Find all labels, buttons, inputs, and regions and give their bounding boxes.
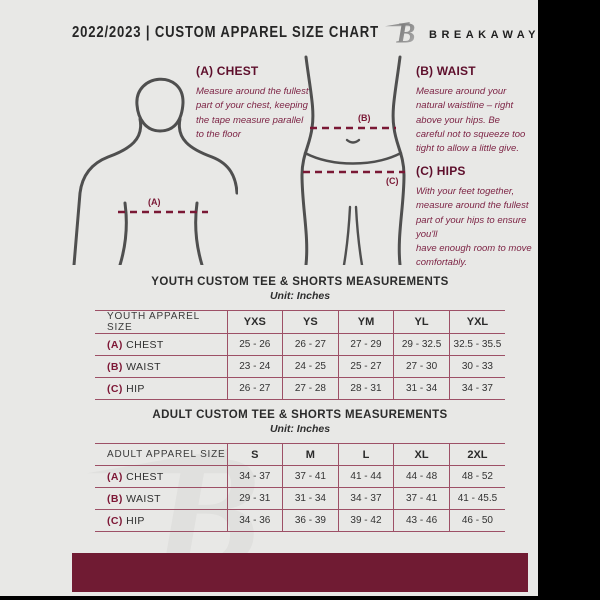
youth-table-title: YOUTH CUSTOM TEE & SHORTS MEASUREMENTS bbox=[151, 276, 449, 288]
value-cell: 26 - 27 bbox=[282, 333, 339, 356]
col-header: XL bbox=[393, 443, 450, 466]
row-key: (B) bbox=[107, 360, 123, 373]
waist-heading: (B) WAIST bbox=[416, 64, 476, 78]
row-key: (C) bbox=[107, 514, 123, 527]
page-title: 2022/2023 | CUSTOM APPAREL SIZE CHART bbox=[72, 24, 379, 41]
svg-text:B: B bbox=[395, 18, 415, 48]
col-header: L bbox=[337, 443, 395, 466]
col-header: YM bbox=[337, 310, 395, 334]
row-name: CHEST bbox=[126, 338, 164, 351]
col-header: M bbox=[282, 443, 339, 466]
waist-instructions: Measure around your natural waistline – … bbox=[416, 86, 526, 154]
row-key: (A) bbox=[107, 338, 123, 351]
value-cell: 24 - 25 bbox=[282, 355, 339, 378]
row-name: CHEST bbox=[126, 470, 164, 483]
lower-body-diagram bbox=[300, 55, 406, 265]
youth-table-unit: Unit: Inches bbox=[269, 290, 331, 302]
table-header-row: YOUTH APPAREL SIZE YXS YS YM YL YXL bbox=[95, 310, 505, 334]
value-cell: 39 - 42 bbox=[337, 509, 395, 532]
hips-guide: (C) HIPS With your feet together, measur… bbox=[416, 164, 536, 271]
value-cell: 29 - 31 bbox=[226, 487, 284, 510]
row-label-cell: (A) CHEST bbox=[95, 465, 228, 488]
value-cell: 26 - 27 bbox=[226, 377, 284, 400]
value-cell: 23 - 24 bbox=[226, 355, 284, 378]
hips-instructions: With your feet together, measure around … bbox=[416, 186, 532, 269]
value-cell: 43 - 46 bbox=[393, 509, 450, 532]
value-cell: 41 - 45.5 bbox=[448, 487, 505, 510]
adult-table-unit: Unit: Inches bbox=[269, 423, 331, 435]
chest-marker-label: (A) bbox=[148, 197, 161, 207]
value-cell: 37 - 41 bbox=[282, 465, 339, 488]
torso-diagram bbox=[72, 77, 238, 265]
size-label-cell: YOUTH APPAREL SIZE bbox=[95, 310, 228, 334]
value-cell: 46 - 50 bbox=[448, 509, 505, 532]
value-cell: 34 - 36 bbox=[226, 509, 284, 532]
table-header-row: ADULT APPAREL SIZE S M L XL 2XL bbox=[95, 443, 505, 466]
chest-instructions: Measure around the fullest part of your … bbox=[196, 86, 309, 140]
brand-name: BREAKAWAY bbox=[429, 29, 538, 41]
col-header: 2XL bbox=[448, 443, 505, 466]
row-label-cell: (B) WAIST bbox=[95, 487, 228, 510]
table-row: (A) CHEST 34 - 37 37 - 41 41 - 44 44 - 4… bbox=[95, 465, 505, 488]
col-header: S bbox=[226, 443, 284, 466]
col-header: YXL bbox=[448, 310, 505, 334]
row-name: WAIST bbox=[126, 492, 161, 505]
adult-table-title: ADULT CUSTOM TEE & SHORTS MEASUREMENTS bbox=[152, 409, 448, 421]
row-name: HIP bbox=[126, 514, 145, 527]
brand-lockup: B BREAKAWAY bbox=[384, 14, 538, 48]
table-row: (A) CHEST 25 - 26 26 - 27 27 - 29 29 - 3… bbox=[95, 333, 505, 356]
table-row: (C) HIP 26 - 27 27 - 28 28 - 31 31 - 34 … bbox=[95, 377, 505, 400]
value-cell: 36 - 39 bbox=[282, 509, 339, 532]
hips-marker-label: (C) bbox=[386, 176, 399, 186]
value-cell: 34 - 37 bbox=[448, 377, 505, 400]
row-key: (B) bbox=[107, 492, 123, 505]
row-label-cell: (B) WAIST bbox=[95, 355, 228, 378]
table-row: (C) HIP 34 - 36 36 - 39 39 - 42 43 - 46 … bbox=[95, 509, 505, 532]
chest-guide: (A) CHEST Measure around the fullest par… bbox=[196, 64, 310, 142]
value-cell: 31 - 34 bbox=[282, 487, 339, 510]
row-label-cell: (C) HIP bbox=[95, 377, 228, 400]
value-cell: 28 - 31 bbox=[337, 377, 395, 400]
value-cell: 25 - 26 bbox=[226, 333, 284, 356]
value-cell: 44 - 48 bbox=[393, 465, 450, 488]
bottom-black-strip bbox=[0, 596, 600, 600]
value-cell: 31 - 34 bbox=[393, 377, 450, 400]
row-label-cell: (C) HIP bbox=[95, 509, 228, 532]
table-row: (B) WAIST 23 - 24 24 - 25 25 - 27 27 - 3… bbox=[95, 355, 505, 378]
col-header: YL bbox=[393, 310, 450, 334]
row-key: (C) bbox=[107, 382, 123, 395]
size-label-cell: ADULT APPAREL SIZE bbox=[95, 443, 228, 466]
value-cell: 34 - 37 bbox=[226, 465, 284, 488]
value-cell: 29 - 32.5 bbox=[393, 333, 450, 356]
youth-size-table: YOUTH APPAREL SIZE YXS YS YM YL YXL (A) … bbox=[95, 310, 505, 400]
row-name: WAIST bbox=[126, 360, 161, 373]
value-cell: 32.5 - 35.5 bbox=[448, 333, 505, 356]
value-cell: 27 - 28 bbox=[282, 377, 339, 400]
right-black-band bbox=[538, 0, 600, 600]
value-cell: 34 - 37 bbox=[337, 487, 395, 510]
adult-size-table: ADULT APPAREL SIZE S M L XL 2XL (A) CHES… bbox=[95, 443, 505, 532]
row-name: HIP bbox=[126, 382, 145, 395]
value-cell: 25 - 27 bbox=[337, 355, 395, 378]
table-row: (B) WAIST 29 - 31 31 - 34 34 - 37 37 - 4… bbox=[95, 487, 505, 510]
value-cell: 30 - 33 bbox=[448, 355, 505, 378]
footer-bar bbox=[72, 553, 528, 592]
value-cell: 37 - 41 bbox=[393, 487, 450, 510]
col-header: YXS bbox=[226, 310, 284, 334]
row-label-cell: (A) CHEST bbox=[95, 333, 228, 356]
breakaway-logo-icon: B bbox=[384, 18, 415, 48]
waist-guide: (B) WAIST Measure around your natural wa… bbox=[416, 64, 530, 156]
waist-marker-label: (B) bbox=[358, 113, 371, 123]
value-cell: 48 - 52 bbox=[448, 465, 505, 488]
chest-heading: (A) CHEST bbox=[196, 64, 259, 78]
hips-heading: (C) HIPS bbox=[416, 164, 466, 178]
document-area: B 2022/2023 | CUSTOM APPAREL SIZE CHART … bbox=[0, 0, 538, 596]
value-cell: 27 - 30 bbox=[393, 355, 450, 378]
col-header: YS bbox=[282, 310, 339, 334]
value-cell: 41 - 44 bbox=[337, 465, 395, 488]
row-key: (A) bbox=[107, 470, 123, 483]
value-cell: 27 - 29 bbox=[337, 333, 395, 356]
